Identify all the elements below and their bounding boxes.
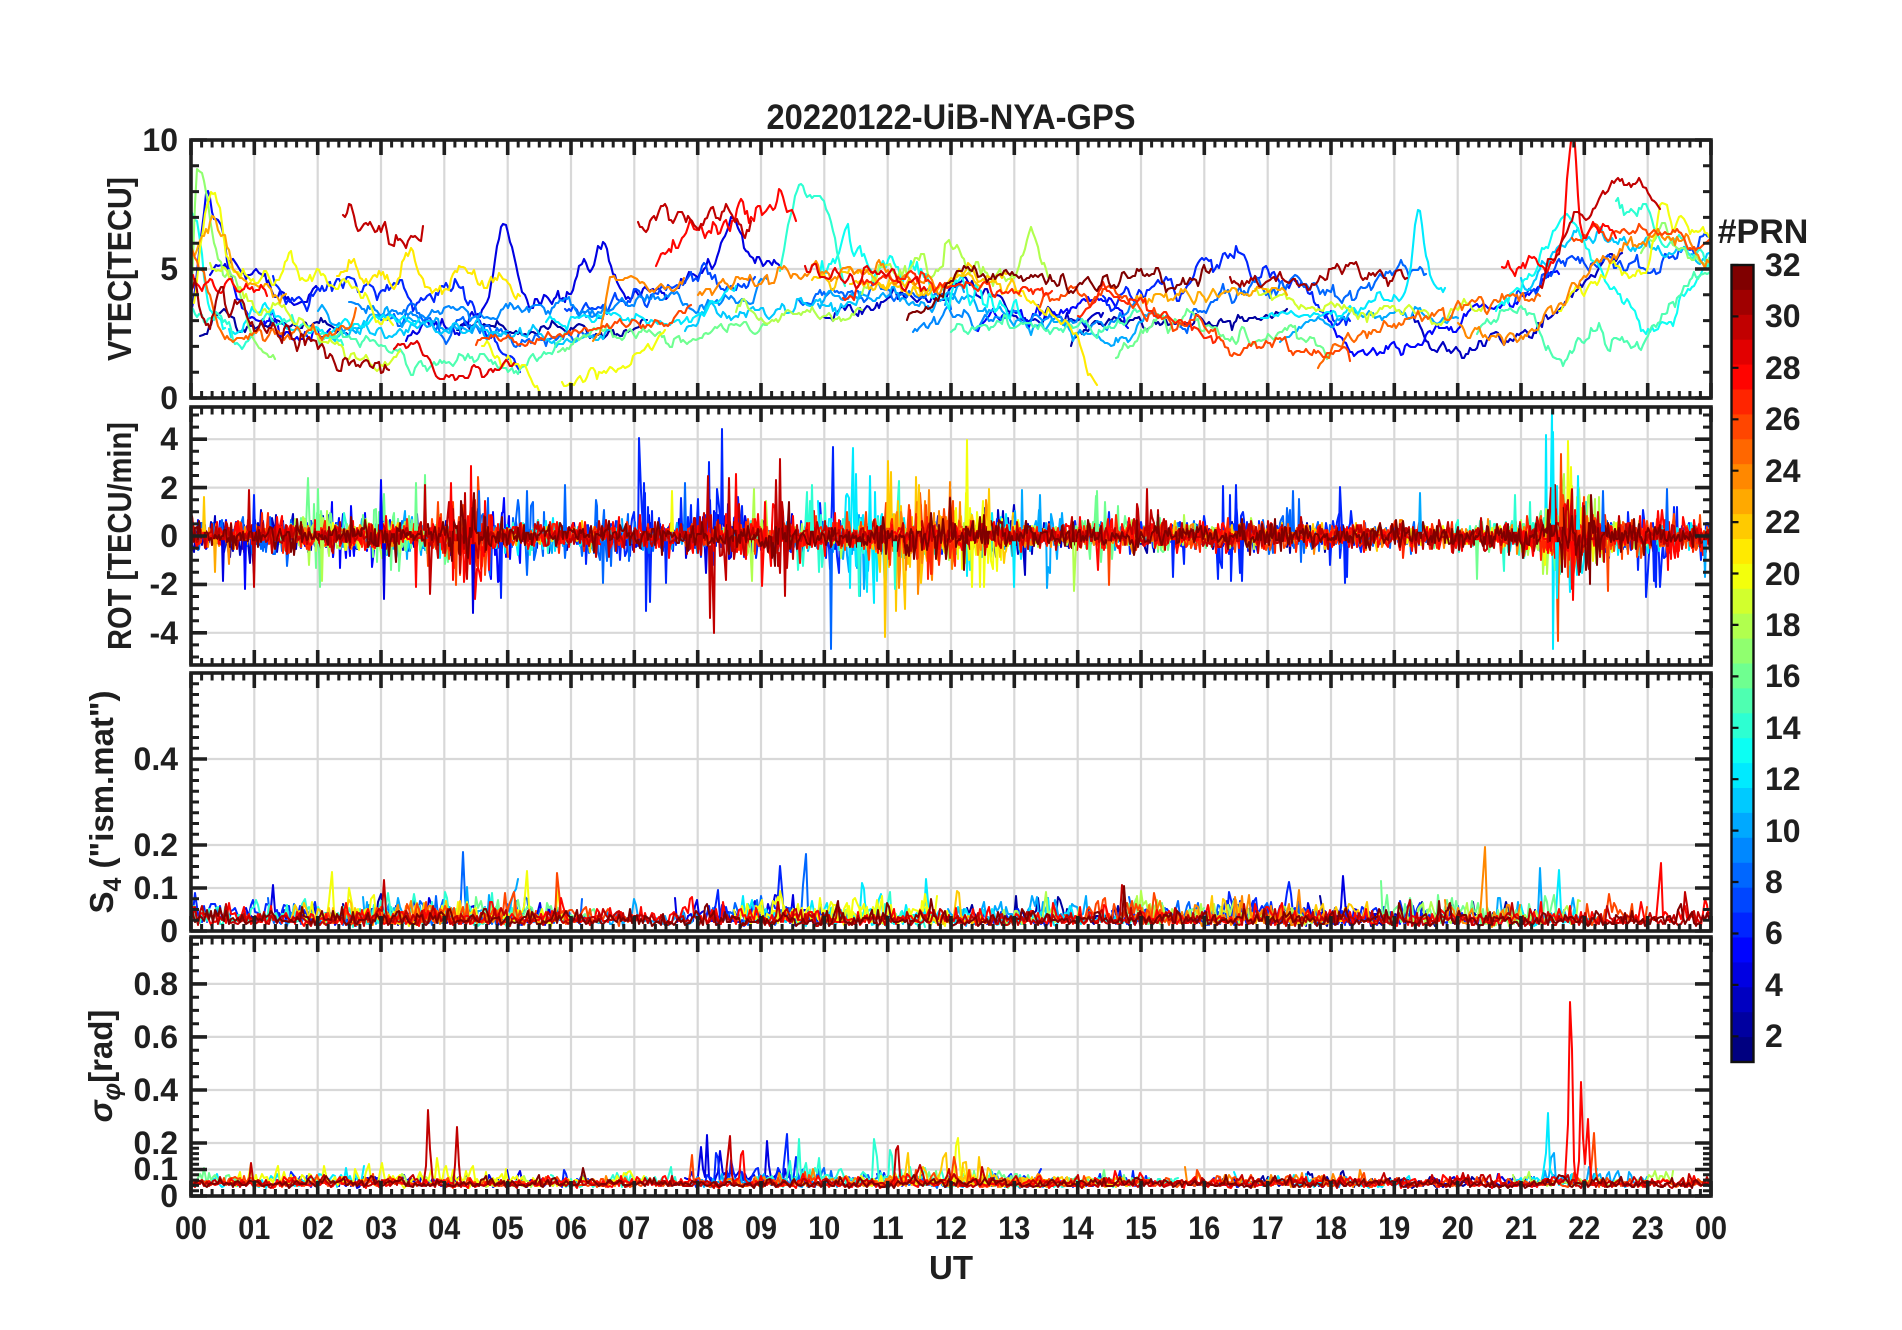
svg-text:20: 20 [1442, 1210, 1474, 1246]
svg-text:0: 0 [160, 380, 178, 416]
svg-text:22: 22 [1765, 504, 1801, 540]
svg-text:22: 22 [1568, 1210, 1600, 1246]
svg-text:10: 10 [1765, 813, 1801, 849]
svg-text:08: 08 [682, 1210, 714, 1246]
svg-text:0.1: 0.1 [134, 870, 178, 906]
svg-text:01: 01 [238, 1210, 270, 1246]
svg-text:21: 21 [1505, 1210, 1537, 1246]
svg-text:14: 14 [1062, 1210, 1094, 1246]
svg-text:05: 05 [492, 1210, 524, 1246]
svg-text:02: 02 [302, 1210, 334, 1246]
svg-text:04: 04 [428, 1210, 460, 1246]
svg-text:S4 ("ism.mat"): S4 ("ism.mat") [83, 690, 127, 913]
svg-text:00: 00 [175, 1210, 207, 1246]
svg-text:4: 4 [1765, 967, 1783, 1003]
svg-text:20: 20 [1765, 556, 1801, 592]
svg-text:16: 16 [1765, 658, 1801, 694]
svg-text:07: 07 [618, 1210, 650, 1246]
svg-text:σφ[rad]: σφ[rad] [82, 1010, 126, 1123]
svg-text:0.6: 0.6 [134, 1019, 178, 1055]
svg-text:24: 24 [1765, 453, 1801, 489]
svg-text:2: 2 [160, 470, 178, 506]
svg-text:0: 0 [160, 518, 178, 554]
svg-text:0.2: 0.2 [134, 1125, 178, 1161]
svg-text:03: 03 [365, 1210, 397, 1246]
svg-text:32: 32 [1765, 247, 1801, 283]
svg-text:30: 30 [1765, 298, 1801, 334]
svg-text:0.4: 0.4 [134, 1072, 179, 1108]
svg-text:16: 16 [1188, 1210, 1220, 1246]
svg-text:0.4: 0.4 [134, 741, 179, 777]
svg-text:00: 00 [1695, 1210, 1727, 1246]
svg-text:28: 28 [1765, 350, 1801, 386]
svg-text:19: 19 [1378, 1210, 1410, 1246]
svg-text:10: 10 [808, 1210, 840, 1246]
svg-text:20220122-UiB-NYA-GPS: 20220122-UiB-NYA-GPS [767, 98, 1136, 137]
svg-text:UT: UT [929, 1249, 973, 1286]
svg-text:10: 10 [142, 122, 178, 158]
svg-text:17: 17 [1252, 1210, 1284, 1246]
svg-text:0.2: 0.2 [134, 827, 178, 863]
svg-text:06: 06 [555, 1210, 587, 1246]
svg-text:0.1: 0.1 [134, 1151, 178, 1187]
svg-text:12: 12 [935, 1210, 967, 1246]
svg-text:13: 13 [998, 1210, 1030, 1246]
svg-text:0: 0 [160, 913, 178, 949]
svg-text:2: 2 [1765, 1018, 1783, 1054]
svg-text:26: 26 [1765, 401, 1801, 437]
svg-text:-4: -4 [150, 615, 179, 651]
svg-text:#PRN: #PRN [1718, 213, 1809, 251]
svg-text:09: 09 [745, 1210, 777, 1246]
svg-text:4: 4 [160, 421, 178, 457]
svg-text:-2: -2 [150, 566, 178, 602]
svg-text:5: 5 [160, 251, 178, 287]
svg-text:8: 8 [1765, 864, 1783, 900]
svg-text:11: 11 [872, 1210, 904, 1246]
svg-text:14: 14 [1765, 710, 1801, 746]
svg-text:ROT [TECU/min]: ROT [TECU/min] [101, 422, 138, 650]
svg-text:6: 6 [1765, 915, 1783, 951]
svg-text:23: 23 [1632, 1210, 1664, 1246]
svg-text:12: 12 [1765, 761, 1801, 797]
svg-text:0.8: 0.8 [134, 966, 178, 1002]
svg-text:18: 18 [1315, 1210, 1347, 1246]
svg-text:0: 0 [160, 1178, 178, 1214]
svg-text:15: 15 [1125, 1210, 1157, 1246]
svg-text:18: 18 [1765, 607, 1801, 643]
svg-text:VTEC[TECU]: VTEC[TECU] [101, 177, 138, 361]
